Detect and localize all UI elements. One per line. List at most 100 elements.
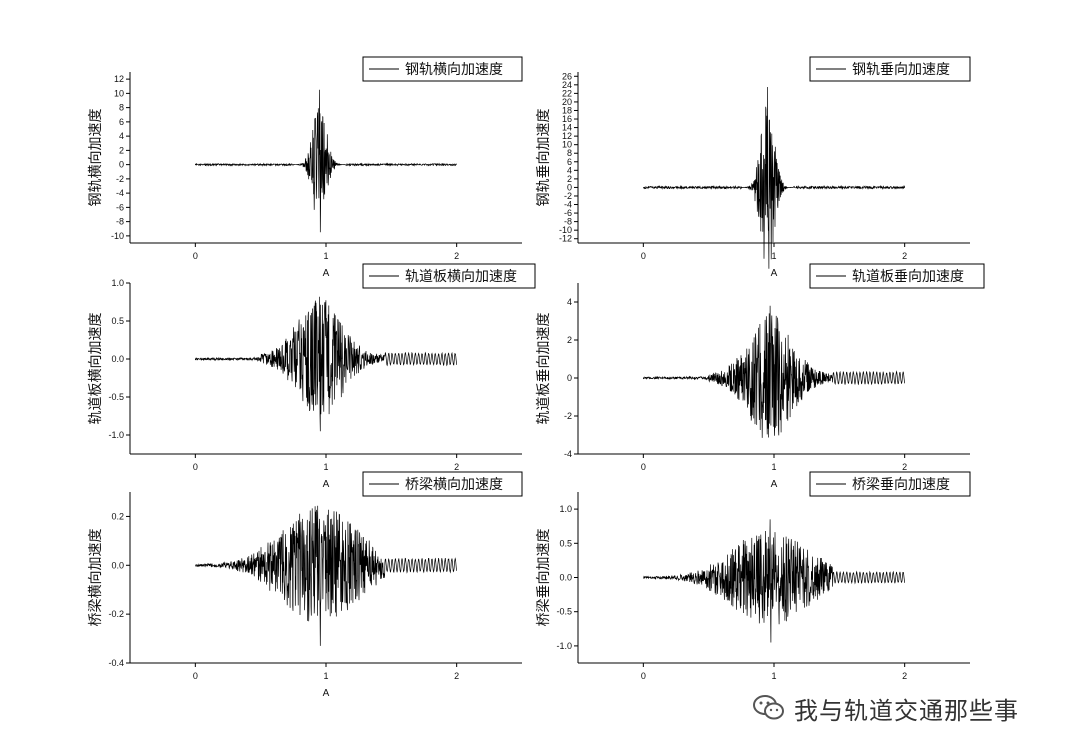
y-axis-label: 钢轨垂向加速度 [536,109,552,207]
x-tick-label: 1 [323,462,328,472]
legend: 轨道板垂向加速度 [809,263,985,289]
y-tick-label: 0 [119,160,124,170]
x-tick-label: 2 [902,671,907,681]
y-tick-label: 14 [562,123,572,133]
y-tick-label: -10 [559,225,572,235]
y-tick-label: -8 [564,217,572,227]
series-line [642,86,906,269]
y-tick-label: 1.0 [111,278,124,288]
x-tick-label: 0 [193,251,198,261]
x-tick-label: 0 [641,462,646,472]
y-tick-label: 8 [119,103,124,113]
y-tick-label: 0.5 [559,538,572,548]
y-tick-label: -0.5 [108,392,124,402]
y-tick-label: 20 [562,97,572,107]
y-tick-label: -2 [564,191,572,201]
x-tick-label: 1 [771,251,776,261]
y-axis-label: 轨道板横向加速度 [88,313,104,425]
x-axis-label: A [323,688,330,699]
y-tick-label: 0 [567,182,572,192]
y-tick-label: -0.5 [556,607,572,617]
x-tick-label: 1 [771,671,776,681]
y-tick-label: 2 [567,174,572,184]
y-tick-label: -4 [116,188,124,198]
y-tick-label: 0.0 [559,573,572,583]
y-axis-label: 钢轨横向加速度 [88,109,104,207]
y-tick-label: 24 [562,80,572,90]
y-tick-label: 4 [119,131,124,141]
y-tick-label: 1.0 [559,504,572,514]
x-tick-label: 0 [641,671,646,681]
y-tick-label: -12 [559,234,572,244]
x-tick-label: 2 [454,462,459,472]
y-tick-label: 0 [567,373,572,383]
y-tick-label: 22 [562,88,572,98]
y-tick-label: 16 [562,114,572,124]
y-tick-label: -1.0 [556,641,572,651]
y-tick-label: 10 [562,140,572,150]
legend: 轨道板横向加速度 [362,263,536,289]
x-tick-label: 0 [193,671,198,681]
y-tick-label: -4 [564,200,572,210]
wechat-icon [753,695,784,720]
x-tick-label: 2 [454,671,459,681]
legend-label: 钢轨垂向加速度 [852,62,950,78]
x-axis-label: A [323,479,330,490]
series-line [194,505,458,646]
legend-label: 轨道板横向加速度 [405,269,517,285]
y-tick-label: -6 [116,202,124,212]
y-tick-label: 12 [562,131,572,141]
y-tick-label: 0.2 [111,511,124,521]
legend-label: 桥梁横向加速度 [405,477,503,493]
y-tick-label: 8 [567,148,572,158]
legend: 钢轨垂向加速度 [809,56,971,82]
legend: 桥梁垂向加速度 [809,471,971,497]
y-tick-label: -0.4 [108,658,124,668]
x-tick-label: 1 [771,462,776,472]
y-tick-label: -4 [564,449,572,459]
x-axis-label: A [771,268,778,279]
series-line [194,296,458,432]
x-tick-label: 2 [902,462,907,472]
y-tick-label: -2 [116,174,124,184]
x-tick-label: 2 [454,251,459,261]
legend: 钢轨横向加速度 [362,56,523,82]
series-line [642,305,906,438]
y-tick-label: 0.0 [111,560,124,570]
legend-label: 钢轨横向加速度 [405,62,503,78]
legend-label: 桥梁垂向加速度 [852,477,950,493]
x-axis-label: A [771,479,778,490]
x-tick-label: 1 [323,251,328,261]
y-tick-label: -0.2 [108,609,124,619]
series-line [643,519,906,643]
legend-label: 轨道板垂向加速度 [852,269,964,285]
y-tick-label: 26 [562,71,572,81]
y-tick-label: 18 [562,105,572,115]
series-line [194,89,457,233]
x-tick-label: 0 [641,251,646,261]
y-tick-label: 4 [567,165,572,175]
watermark: 我与轨道交通那些事 [752,688,1019,728]
legend: 桥梁横向加速度 [362,471,523,497]
y-tick-label: -10 [111,231,124,241]
y-tick-label: -8 [116,217,124,227]
y-tick-label: 0.0 [111,354,124,364]
y-tick-label: 10 [114,88,124,98]
y-axis-label: 轨道板垂向加速度 [536,313,552,425]
y-tick-label: 2 [119,145,124,155]
y-tick-label: 6 [567,157,572,167]
x-tick-label: 1 [323,671,328,681]
y-tick-label: -6 [564,208,572,218]
y-tick-label: 0.5 [111,316,124,326]
x-tick-label: 2 [902,251,907,261]
y-tick-label: 6 [119,117,124,127]
y-tick-label: 2 [567,335,572,345]
y-tick-label: -1.0 [108,430,124,440]
